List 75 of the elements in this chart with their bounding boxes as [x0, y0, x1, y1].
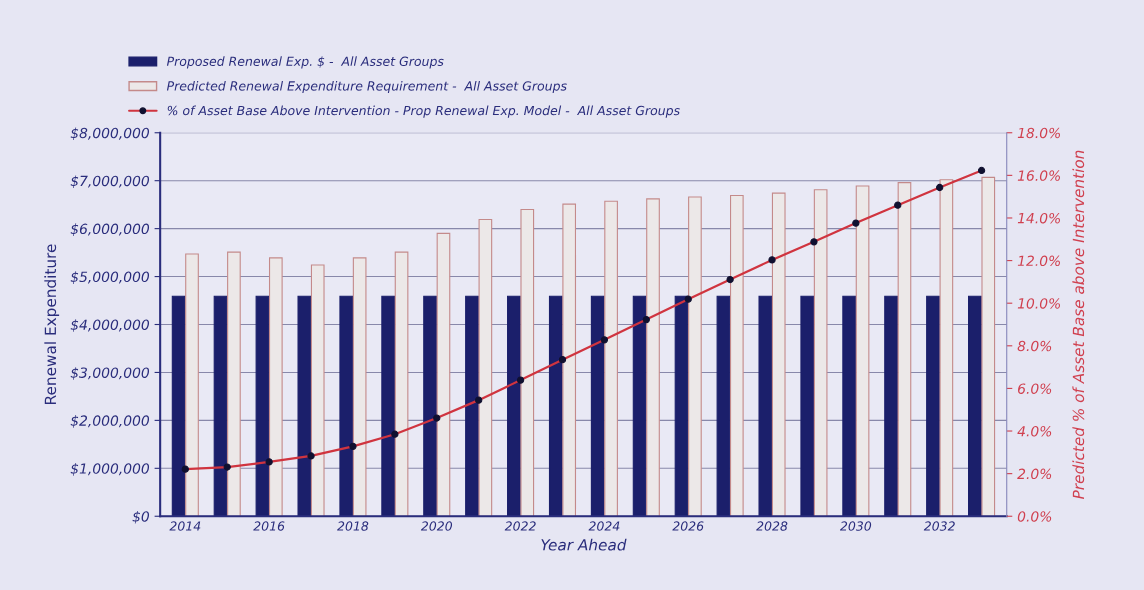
- bar: [255, 295, 270, 517]
- bar: [688, 196, 702, 517]
- bar: [520, 208, 535, 517]
- x-axis-title: Year Ahead: [541, 538, 627, 551]
- x-tick-label: 2014: [169, 521, 201, 531]
- y2-axis-title: Predicted % of Asset Base above Intervention: [1072, 150, 1085, 499]
- bar: [716, 295, 731, 517]
- y2-tick-label: 14.0%: [1017, 212, 1060, 224]
- bar: [758, 295, 773, 517]
- y2-tick-label: 12.0%: [1017, 255, 1060, 267]
- y-tick-label: $1,000,000: [70, 463, 150, 476]
- y-tick-label: $0: [132, 510, 150, 524]
- x-tick-label: 2028: [756, 521, 788, 531]
- legend-label: Proposed Renewal Exp. $ - All Asset Groups: [166, 56, 444, 69]
- bar: [771, 192, 786, 517]
- y-tick-label: $3,000,000: [70, 367, 150, 380]
- bar: [185, 253, 199, 517]
- bar: [213, 295, 228, 517]
- y-tick-label: $8,000,000: [70, 127, 150, 141]
- legend-label: % of Asset Base Above Intervention - Prop Renewal Exp. Model - All Asset Groups: [167, 105, 680, 118]
- x-tick-label: 2016: [253, 521, 285, 531]
- y-tick-label: $4,000,000: [70, 319, 150, 332]
- x-tick-label: 2020: [420, 521, 453, 531]
- bar: [926, 295, 940, 517]
- x-tick-label: 2026: [672, 521, 704, 531]
- bar: [981, 176, 996, 517]
- bar: [310, 264, 325, 517]
- x-tick-label: 2030: [839, 521, 872, 531]
- y2-tick-label: 16.0%: [1017, 170, 1060, 181]
- y2-tick-label: 10.0%: [1017, 298, 1060, 309]
- bar: [842, 295, 856, 517]
- y-tick-label: $2,000,000: [70, 415, 150, 428]
- bar: [939, 179, 954, 517]
- bar: [548, 295, 563, 517]
- bar: [884, 295, 898, 517]
- y-tick-label: $7,000,000: [70, 175, 150, 189]
- x-tick-label: 2018: [337, 521, 369, 531]
- y2-tick-label: 6.0%: [1018, 383, 1052, 394]
- bar: [562, 203, 577, 517]
- bar: [352, 257, 367, 517]
- bar: [968, 295, 982, 517]
- x-tick-label: 2024: [588, 521, 620, 531]
- bar: [507, 295, 521, 517]
- y2-tick-label: 4.0%: [1017, 426, 1052, 437]
- bar: [674, 295, 689, 517]
- y2-tick-label: 2.0%: [1017, 468, 1052, 480]
- x-tick-label: 2032: [923, 521, 955, 531]
- bar: [604, 200, 618, 517]
- bar: [268, 257, 283, 517]
- bar: [729, 194, 744, 517]
- bar: [800, 295, 815, 517]
- bar: [813, 189, 828, 517]
- bar: [897, 182, 912, 517]
- bar: [423, 295, 437, 517]
- y-axis-title: Renewal Expenditure: [44, 244, 60, 404]
- bar: [646, 198, 660, 517]
- bar: [171, 295, 186, 517]
- bar: [632, 295, 647, 517]
- y2-tick-label: 18.0%: [1017, 127, 1060, 139]
- bar: [227, 251, 241, 517]
- bar: [339, 295, 354, 517]
- bar: [478, 218, 493, 517]
- y-tick-label: $6,000,000: [70, 223, 150, 236]
- bar: [381, 295, 395, 517]
- y-tick-label: $5,000,000: [70, 271, 150, 284]
- legend-label: Predicted Renewal Expenditure Requirement - All Asset Groups: [166, 80, 567, 94]
- bar: [394, 251, 409, 517]
- bar: [855, 185, 870, 517]
- bar: [465, 295, 479, 517]
- y2-tick-label: 8.0%: [1017, 340, 1052, 352]
- x-tick-label: 2022: [504, 521, 536, 531]
- bar: [436, 232, 451, 517]
- y2-tick-label: 0.0%: [1017, 511, 1052, 522]
- bar: [297, 295, 312, 517]
- bar: [590, 295, 605, 517]
